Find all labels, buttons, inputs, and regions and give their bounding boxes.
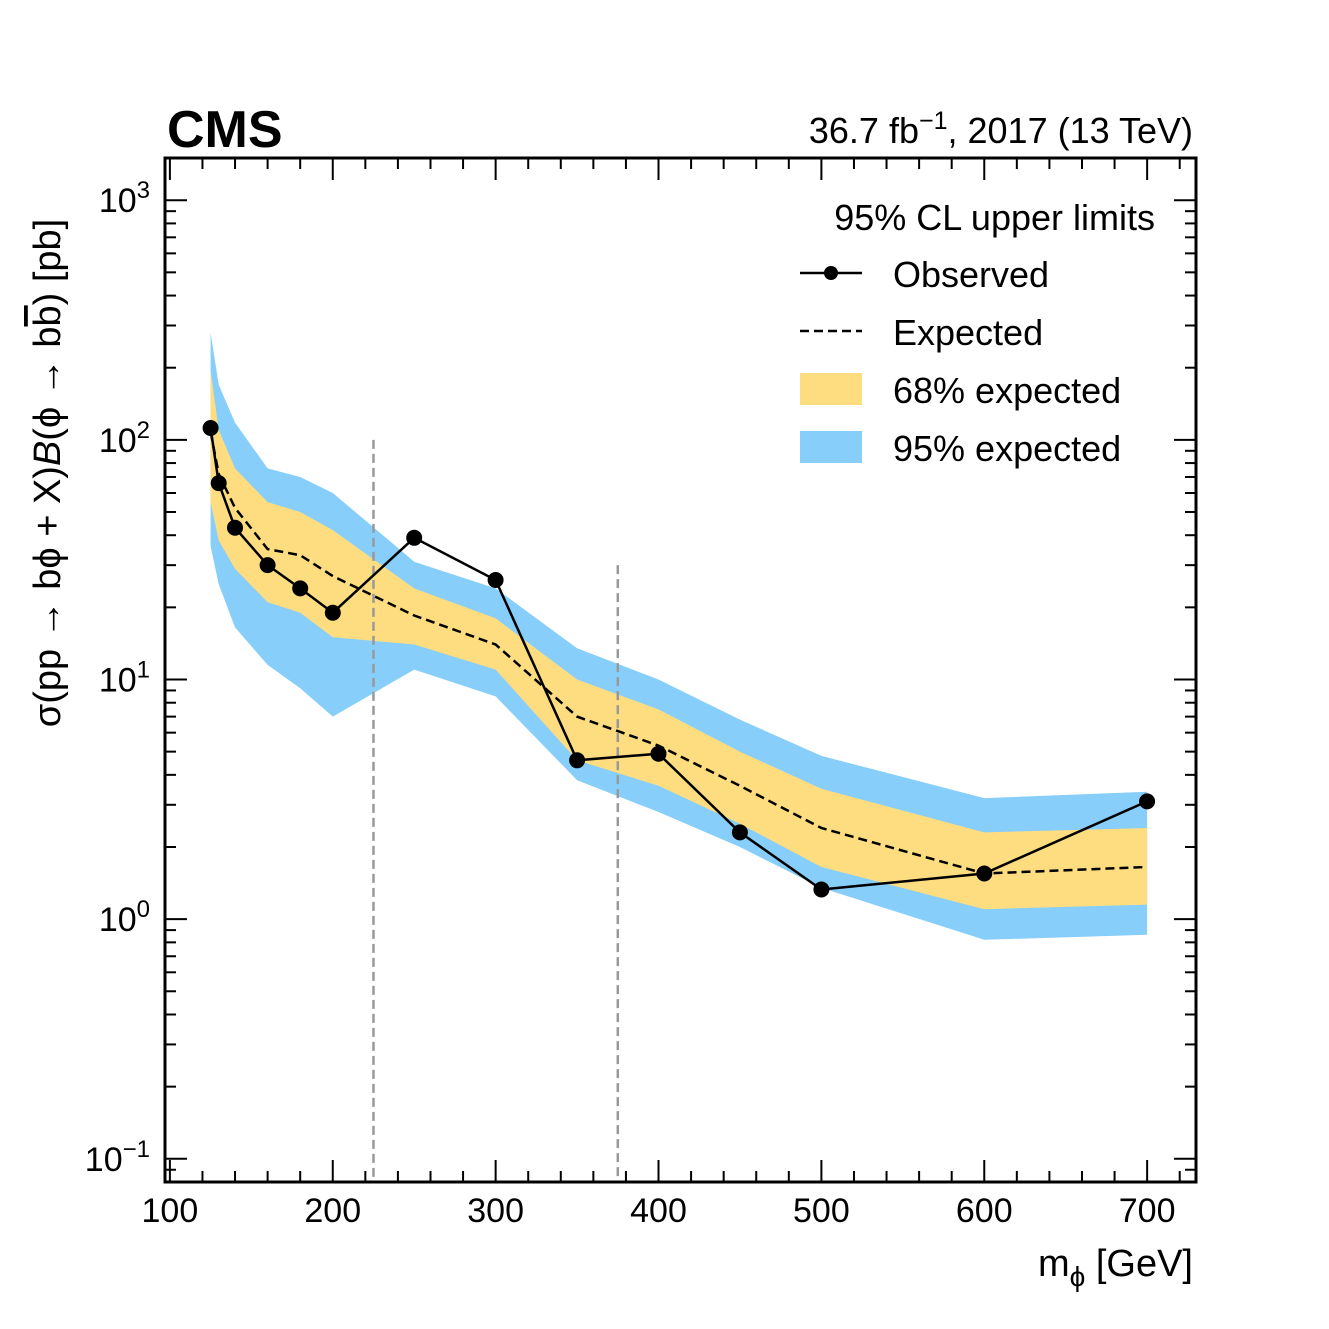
band-68-expected bbox=[210, 370, 1148, 910]
legend: 95% CL upper limits Observed Expected 68… bbox=[800, 197, 1155, 469]
expected-bands bbox=[210, 332, 1148, 940]
x-tick-label: 600 bbox=[956, 1192, 1013, 1230]
observed-point bbox=[1139, 793, 1156, 810]
observed-point bbox=[569, 752, 586, 769]
observed-point bbox=[406, 529, 423, 546]
x-tick-label: 100 bbox=[142, 1192, 199, 1230]
x-tick-label: 400 bbox=[630, 1192, 687, 1230]
legend-68-swatch bbox=[800, 373, 862, 405]
observed-point bbox=[292, 580, 309, 597]
observed-point bbox=[813, 881, 830, 898]
legend-95-label: 95% expected bbox=[893, 428, 1121, 469]
legend-expected-label: Expected bbox=[893, 312, 1043, 353]
expected-line bbox=[209, 431, 1148, 875]
y-tick-label: 101 bbox=[99, 656, 150, 699]
y-axis-title: σ(pp → bϕ + X)B(ϕ → bb) [pb] bbox=[27, 219, 69, 728]
band-95-expected bbox=[210, 332, 1148, 940]
observed-point bbox=[202, 420, 219, 436]
observed-point bbox=[650, 745, 667, 762]
limit-curves bbox=[202, 420, 1156, 898]
y-tick-label: 102 bbox=[99, 417, 150, 460]
observed-point bbox=[731, 824, 748, 841]
legend-observed-label: Observed bbox=[893, 254, 1049, 295]
observed-point bbox=[487, 572, 504, 588]
observed-line bbox=[209, 427, 1148, 891]
x-tick-label: 300 bbox=[467, 1192, 524, 1230]
y-tick-label: 10−1 bbox=[85, 1136, 150, 1179]
lumi-label: 36.7 fb−1, 2017 (13 TeV) bbox=[809, 107, 1193, 151]
legend-68-label: 68% expected bbox=[893, 370, 1121, 411]
reference-lines bbox=[372, 439, 620, 1182]
legend-observed-marker bbox=[824, 266, 838, 280]
observed-point bbox=[227, 519, 243, 536]
observed-point bbox=[210, 475, 227, 492]
legend-title: 95% CL upper limits bbox=[834, 197, 1155, 238]
x-tick-label: 700 bbox=[1119, 1192, 1176, 1230]
observed-point bbox=[976, 865, 993, 882]
cms-label: CMS bbox=[167, 101, 283, 159]
y-tick-label: 100 bbox=[99, 896, 150, 939]
legend-95-swatch bbox=[800, 431, 862, 463]
y-tick-label: 103 bbox=[99, 177, 150, 220]
x-axis-title: mϕ [GeV] bbox=[1038, 1243, 1193, 1292]
x-tick-label: 200 bbox=[304, 1192, 361, 1230]
observed-point bbox=[259, 557, 276, 574]
x-tick-label: 500 bbox=[793, 1192, 850, 1230]
plot-frame bbox=[163, 156, 1198, 1184]
observed-point bbox=[324, 604, 341, 621]
axis-ticks: 100 200 300 400 500 600 700 10−1 100 101 102 103 bbox=[85, 158, 1196, 1230]
